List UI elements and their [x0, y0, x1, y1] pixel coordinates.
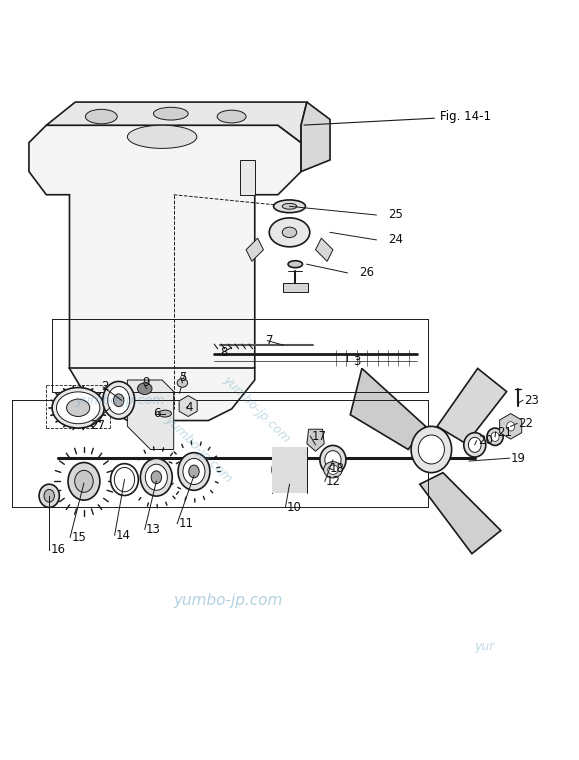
Text: 18: 18	[330, 461, 345, 474]
Text: yumbo-jp.com: yumbo-jp.com	[220, 372, 292, 445]
Ellipse shape	[75, 470, 93, 492]
Ellipse shape	[418, 435, 445, 464]
Polygon shape	[29, 125, 301, 420]
Text: 21: 21	[497, 426, 512, 439]
Polygon shape	[246, 238, 263, 261]
Text: 14: 14	[116, 529, 131, 542]
Text: Fig. 14-1: Fig. 14-1	[304, 110, 491, 125]
Ellipse shape	[411, 426, 452, 473]
Text: 19: 19	[511, 451, 526, 464]
Ellipse shape	[282, 227, 296, 238]
Polygon shape	[350, 369, 426, 449]
FancyBboxPatch shape	[240, 160, 255, 195]
Ellipse shape	[151, 471, 162, 483]
Text: 15: 15	[71, 531, 86, 544]
Text: yumbo-jp.com: yumbo-jp.com	[162, 413, 234, 486]
Ellipse shape	[487, 428, 503, 445]
Text: 5: 5	[179, 371, 187, 384]
Text: 9: 9	[142, 376, 149, 389]
Ellipse shape	[491, 432, 499, 442]
Text: 3: 3	[353, 355, 361, 368]
Ellipse shape	[178, 453, 210, 490]
Ellipse shape	[114, 467, 134, 492]
Text: 20: 20	[478, 434, 493, 448]
Ellipse shape	[127, 125, 197, 148]
Ellipse shape	[52, 388, 104, 428]
Text: yur: yur	[475, 640, 495, 653]
Text: 25: 25	[388, 208, 403, 221]
Text: 11: 11	[178, 517, 193, 530]
Ellipse shape	[468, 437, 481, 452]
Text: 23: 23	[524, 394, 539, 407]
Polygon shape	[301, 102, 330, 172]
Ellipse shape	[159, 410, 171, 417]
Text: yumbo-jp.com: yumbo-jp.com	[174, 593, 283, 607]
Text: 24: 24	[388, 233, 403, 246]
Text: 27: 27	[90, 419, 105, 432]
Text: 6: 6	[153, 407, 161, 420]
Polygon shape	[179, 396, 197, 416]
Text: 16: 16	[50, 543, 65, 556]
Text: 10: 10	[287, 501, 302, 514]
Ellipse shape	[288, 261, 303, 268]
Text: 2: 2	[101, 381, 109, 394]
Ellipse shape	[113, 394, 124, 407]
Polygon shape	[316, 238, 333, 261]
Ellipse shape	[44, 489, 54, 502]
Ellipse shape	[103, 382, 134, 419]
Ellipse shape	[111, 464, 138, 496]
Ellipse shape	[282, 204, 296, 209]
Ellipse shape	[217, 110, 246, 123]
Ellipse shape	[39, 484, 60, 508]
Ellipse shape	[277, 458, 302, 481]
Ellipse shape	[507, 422, 515, 431]
Ellipse shape	[183, 458, 205, 485]
Ellipse shape	[145, 464, 167, 490]
Ellipse shape	[324, 461, 342, 478]
Ellipse shape	[108, 386, 130, 414]
Polygon shape	[127, 380, 174, 449]
Ellipse shape	[57, 392, 100, 424]
Ellipse shape	[269, 218, 310, 247]
Polygon shape	[500, 413, 522, 439]
Text: 13: 13	[146, 523, 161, 536]
Ellipse shape	[325, 451, 341, 469]
Ellipse shape	[85, 109, 117, 124]
FancyBboxPatch shape	[272, 447, 307, 493]
Ellipse shape	[141, 458, 173, 496]
Text: 4: 4	[185, 401, 193, 414]
Text: 17: 17	[312, 429, 327, 442]
Ellipse shape	[328, 465, 338, 474]
Ellipse shape	[153, 107, 188, 120]
Ellipse shape	[137, 383, 152, 394]
Polygon shape	[283, 283, 308, 292]
Ellipse shape	[320, 445, 346, 474]
Text: 22: 22	[518, 417, 533, 430]
Polygon shape	[307, 429, 324, 451]
Polygon shape	[420, 473, 501, 554]
Polygon shape	[46, 102, 307, 143]
Ellipse shape	[464, 432, 486, 457]
Polygon shape	[437, 369, 507, 444]
Text: 26: 26	[359, 267, 374, 280]
Ellipse shape	[177, 378, 188, 388]
Ellipse shape	[273, 200, 306, 213]
Ellipse shape	[68, 463, 100, 500]
Ellipse shape	[189, 465, 199, 478]
Text: 8: 8	[220, 346, 228, 359]
Text: 7: 7	[266, 334, 274, 347]
Ellipse shape	[272, 454, 307, 486]
Text: yumbo-jp.com: yumbo-jp.com	[75, 394, 164, 407]
Ellipse shape	[67, 399, 90, 416]
Text: 12: 12	[326, 475, 341, 488]
